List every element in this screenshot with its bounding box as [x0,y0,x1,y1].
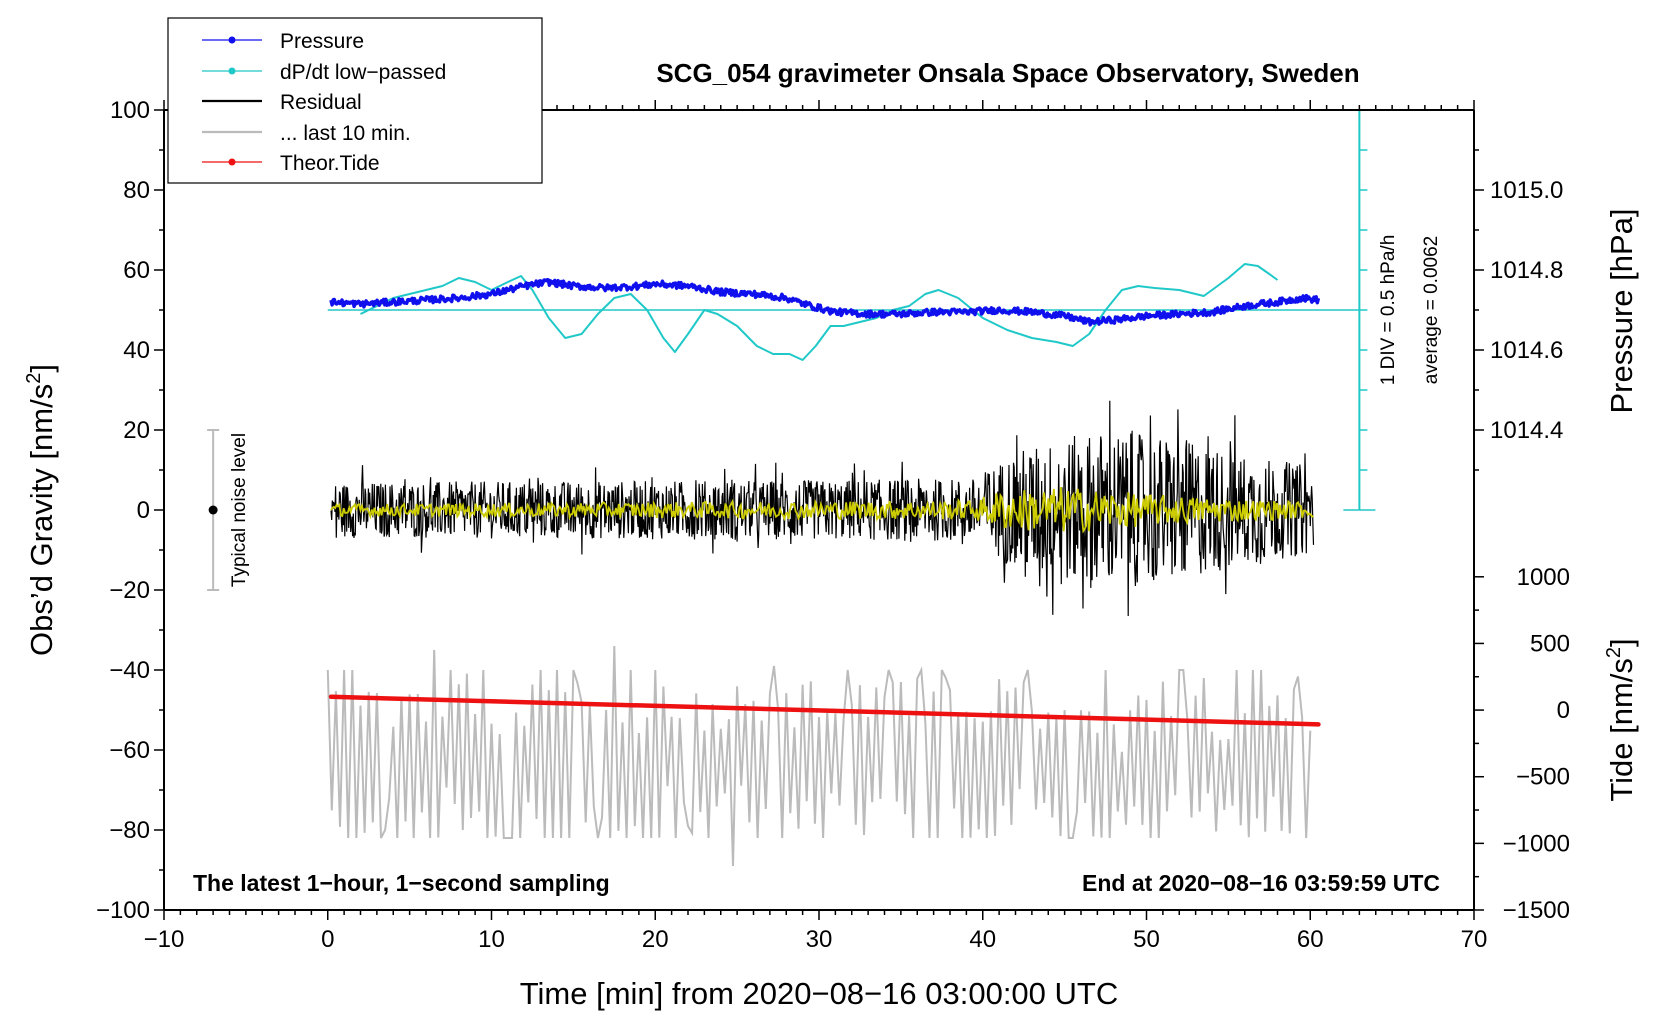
tide-tick-label: 500 [1530,630,1570,657]
pressure-tick-label: 1014.4 [1490,417,1563,444]
tide-tick-label: 1000 [1517,564,1570,591]
tide-series [328,694,1321,727]
y-tick-label: 40 [123,337,150,364]
sampling-annotation: The latest 1−hour, 1−second sampling [193,870,610,896]
legend-label-residual: Residual [280,91,362,114]
legend-label-dpdt: dP/dt low−passed [280,61,446,84]
chart-title: SCG_054 gravimeter Onsala Space Observat… [656,58,1359,88]
y-tick-label: 80 [123,177,150,204]
x-tick-label: 20 [642,926,669,953]
y-axis-title-gravity-main: Obs’d Gravity [nm/s [24,384,59,656]
tide-tick-label: −1500 [1503,897,1570,924]
axes-layer: −10 0 10 20 30 40 50 60 70−100−80−60−40−20020406… [96,97,1570,953]
last-10-min-series [326,645,1312,867]
pressure-tick-label: 1014.8 [1490,257,1563,284]
y-axis-title-gravity-end: ] [24,364,59,373]
pressure-tick-label: 1015.0 [1490,177,1563,204]
tide-tick-label: 0 [1557,697,1570,724]
residual-smoothed-series [330,487,1314,534]
tide-tick-label: −1000 [1503,830,1570,857]
div-scale-label: 1 DIV = 0.5 hPa/h [1378,235,1399,386]
legend-label-tide: Theor.Tide [280,152,380,175]
y-tick-label: −40 [109,657,150,684]
average-label: average = 0.0062 [1421,236,1442,384]
y-axis-title-tide-main: Tide [nm/s [1604,658,1639,802]
legend-label-pressure: Pressure [280,30,364,53]
legend: Pressure dP/dt low−passed Residual ... l… [167,17,543,184]
x-axis-title: Time [min] from 2020−08−16 03:00:00 UTC [520,976,1119,1011]
x-tick-label: 70 [1461,926,1488,953]
y-tick-label: −80 [109,817,150,844]
y-axis-title-tide: Tide [nm/s2] [1603,638,1639,801]
dpdt-series [360,263,1279,361]
x-tick-label: 0 [321,926,334,953]
x-tick-label: 60 [1297,926,1324,953]
series-layer [207,109,1376,867]
y-axis-title-gravity: Obs’d Gravity [nm/s2] [23,364,59,656]
x-tick-label: 10 [478,926,505,953]
legend-swatch-marker [228,67,236,75]
x-tick-label: 40 [969,926,996,953]
y-tick-label: −20 [109,577,150,604]
y-axis-title-tide-sup: 2 [1603,647,1625,658]
end-time-annotation: End at 2020−08−16 03:59:59 UTC [1082,870,1440,896]
pressure-series [329,278,1321,327]
tide-tick-label: −500 [1516,764,1570,791]
noise-level-label: Typical noise level [229,433,250,587]
legend-swatch-marker [228,36,236,44]
noise-bar-center-dot [208,505,218,515]
y-axis-title-tide-end: ] [1604,638,1639,647]
y-axis-title-gravity-sup: 2 [23,373,45,384]
y-tick-label: −60 [109,737,150,764]
y-axis-title-pressure: Pressure [hPa] [1604,208,1639,413]
legend-entries [202,36,262,166]
legend-swatch-marker [228,158,236,166]
y-tick-label: 20 [123,417,150,444]
x-tick-label: −10 [144,926,185,953]
y-tick-label: 0 [137,497,150,524]
y-tick-label: −100 [96,897,150,924]
y-tick-label: 100 [110,97,150,124]
legend-label-last10: ... last 10 min. [280,122,411,145]
x-tick-label: 50 [1133,926,1160,953]
x-tick-label: 30 [806,926,833,953]
y-tick-label: 60 [123,257,150,284]
pressure-tick-label: 1014.6 [1490,337,1563,364]
